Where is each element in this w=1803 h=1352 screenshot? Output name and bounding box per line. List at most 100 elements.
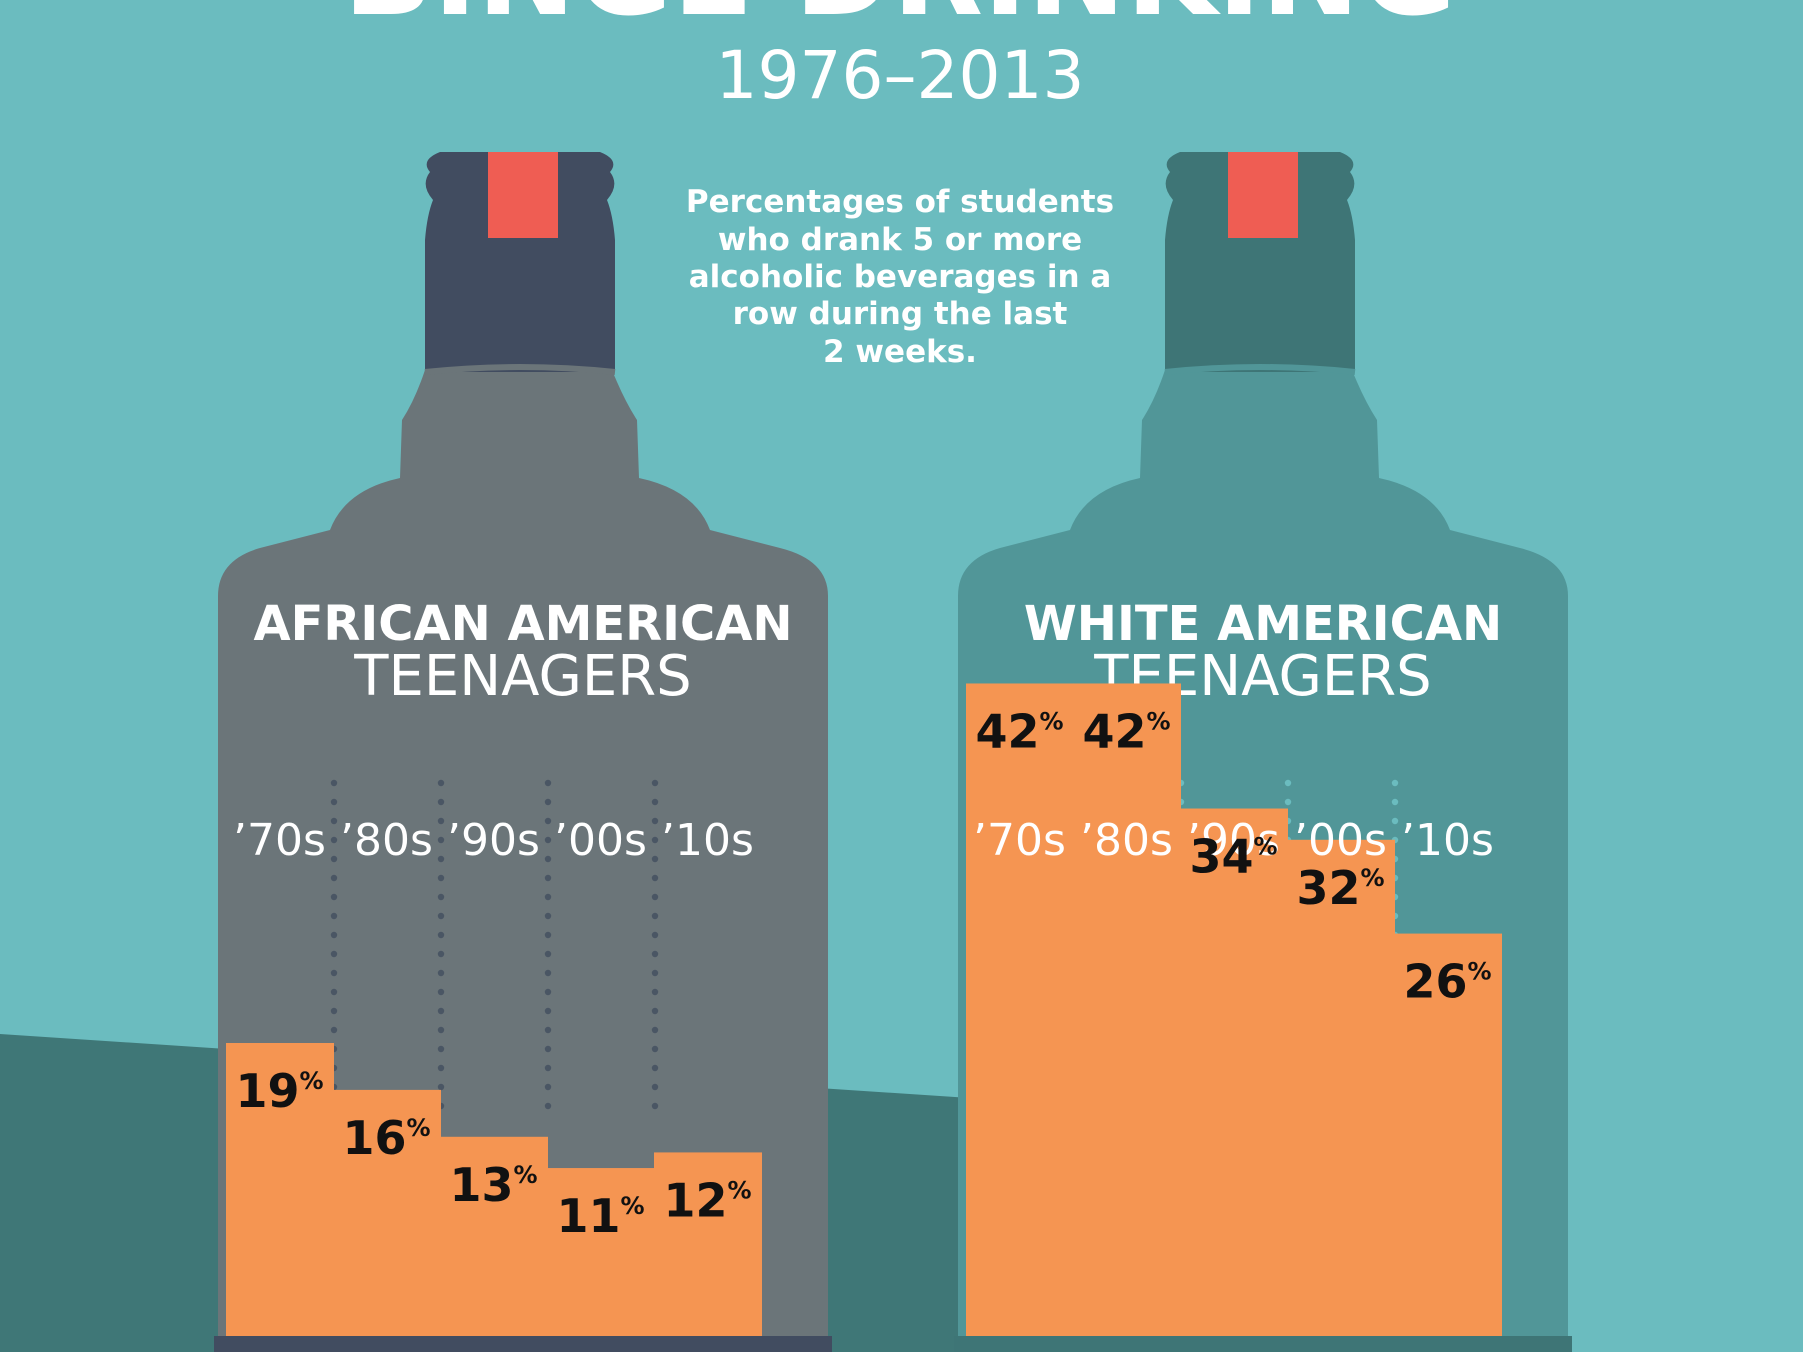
divider-dot	[1284, 779, 1292, 787]
decade-label: ’10s	[661, 815, 754, 866]
divider-dot	[330, 931, 338, 939]
decade-label: ’80s	[340, 815, 433, 866]
percent-sign: %	[406, 1114, 430, 1142]
bar	[1394, 933, 1502, 1340]
neck-rim	[424, 364, 616, 375]
divider-dot	[437, 817, 445, 825]
divider-dot	[544, 779, 552, 787]
divider-dot	[651, 950, 659, 958]
percent-sign: %	[1039, 707, 1063, 735]
divider-dot	[330, 969, 338, 977]
neck-rim	[1164, 364, 1356, 375]
divider-dot	[330, 874, 338, 882]
divider-dot	[330, 893, 338, 901]
bottle-cap	[488, 152, 558, 238]
divider-dot	[651, 912, 659, 920]
bar	[966, 683, 1074, 1340]
bottle-base	[214, 1336, 832, 1352]
percent-sign: %	[727, 1176, 751, 1204]
percent-sign: %	[1253, 833, 1277, 861]
decade-label: ’80s	[1080, 815, 1173, 866]
decade-label: ’00s	[1294, 815, 1387, 866]
divider-dot	[437, 969, 445, 977]
divider-dot	[544, 1102, 552, 1110]
divider-dot	[437, 1026, 445, 1034]
divider-dot	[651, 1045, 659, 1053]
subtitle-line: who drank 5 or more	[718, 222, 1082, 258]
bottle-neck	[425, 152, 615, 372]
divider-dot	[544, 1007, 552, 1015]
decade-label: ’00s	[554, 815, 647, 866]
chart-years: 1976–2013	[716, 37, 1085, 114]
divider-dot	[330, 798, 338, 806]
divider-dot	[651, 817, 659, 825]
data-label: 19%	[235, 1064, 323, 1118]
divider-dot	[1391, 798, 1399, 806]
divider-dot	[651, 893, 659, 901]
divider-dot	[651, 779, 659, 787]
divider-dot	[651, 874, 659, 882]
bottle-base	[954, 1336, 1572, 1352]
divider-dot	[651, 1102, 659, 1110]
divider-dot	[330, 1026, 338, 1034]
divider-dot	[544, 798, 552, 806]
divider-dot	[330, 912, 338, 920]
divider-dot	[544, 1083, 552, 1091]
series-label-bold: WHITE AMERICAN	[1024, 596, 1502, 652]
divider-dot	[330, 836, 338, 844]
data-label: 11%	[556, 1189, 644, 1243]
divider-dot	[330, 779, 338, 787]
divider-dot	[437, 798, 445, 806]
subtitle-line: row during the last	[733, 296, 1068, 332]
divider-dot	[544, 855, 552, 863]
divider-dot	[651, 1083, 659, 1091]
divider-dot	[437, 1064, 445, 1072]
divider-dot	[651, 855, 659, 863]
divider-dot	[330, 988, 338, 996]
divider-dot	[437, 988, 445, 996]
divider-dot	[544, 912, 552, 920]
decade-label: ’10s	[1401, 815, 1494, 866]
bar	[333, 1089, 441, 1340]
divider-dot	[544, 893, 552, 901]
series-label-light: TEENAGERS	[353, 644, 691, 709]
decade-label: ’70s	[973, 815, 1066, 866]
divider-dot	[330, 817, 338, 825]
divider-dot	[437, 874, 445, 882]
divider-dot	[437, 836, 445, 844]
divider-dot	[651, 836, 659, 844]
decade-label: ’70s	[233, 815, 326, 866]
divider-dot	[437, 931, 445, 939]
percent-sign: %	[1360, 864, 1384, 892]
percent-sign: %	[299, 1067, 323, 1095]
divider-dot	[330, 1007, 338, 1015]
percent-sign: %	[1467, 958, 1491, 986]
divider-dot	[544, 817, 552, 825]
subtitle-line: 2 weeks.	[823, 334, 977, 370]
bar	[1180, 808, 1288, 1340]
divider-dot	[544, 1045, 552, 1053]
divider-dot	[651, 1026, 659, 1034]
divider-dot	[437, 1007, 445, 1015]
divider-dot	[437, 855, 445, 863]
decade-label: ’90s	[1187, 815, 1280, 866]
divider-dot	[330, 950, 338, 958]
bottle-cap	[1228, 152, 1298, 238]
divider-dot	[651, 931, 659, 939]
divider-dot	[437, 779, 445, 787]
divider-dot	[437, 950, 445, 958]
divider-dot	[544, 874, 552, 882]
series-label-bold: AFRICAN AMERICAN	[253, 596, 792, 652]
divider-dot	[1391, 817, 1399, 825]
divider-dot	[437, 1083, 445, 1091]
divider-dot	[1284, 798, 1292, 806]
divider-dot	[544, 988, 552, 996]
divider-dot	[330, 855, 338, 863]
divider-dot	[544, 1026, 552, 1034]
divider-dot	[651, 1064, 659, 1072]
percent-sign: %	[513, 1161, 537, 1189]
decade-label: ’90s	[447, 815, 540, 866]
